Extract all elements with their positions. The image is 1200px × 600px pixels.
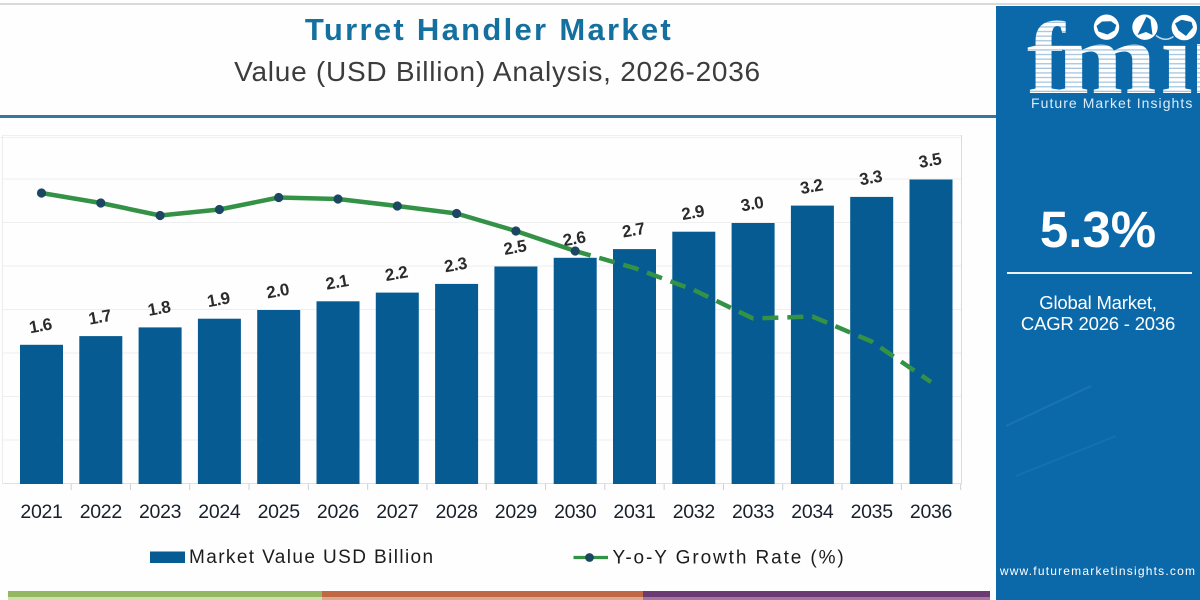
svg-text:2.1: 2.1 bbox=[324, 271, 350, 294]
svg-text:2027: 2027 bbox=[376, 501, 418, 523]
svg-text:2026: 2026 bbox=[317, 501, 359, 523]
svg-text:Market Value USD Billion: Market Value USD Billion bbox=[189, 547, 435, 568]
svg-text:2025: 2025 bbox=[258, 501, 301, 523]
svg-text:2033: 2033 bbox=[732, 501, 774, 523]
svg-text:1.8: 1.8 bbox=[146, 297, 172, 320]
svg-text:2.7: 2.7 bbox=[621, 219, 647, 242]
svg-text:2.9: 2.9 bbox=[680, 201, 706, 224]
svg-text:2021: 2021 bbox=[20, 501, 62, 523]
svg-text:3.0: 3.0 bbox=[739, 193, 765, 216]
svg-text:2.2: 2.2 bbox=[384, 262, 410, 285]
svg-text:3.3: 3.3 bbox=[858, 167, 884, 190]
svg-text:2024: 2024 bbox=[198, 501, 241, 523]
svg-text:2.6: 2.6 bbox=[561, 228, 587, 251]
svg-text:2036: 2036 bbox=[910, 501, 952, 523]
svg-text:2022: 2022 bbox=[80, 501, 122, 523]
svg-text:2034: 2034 bbox=[791, 501, 834, 523]
svg-text:2031: 2031 bbox=[613, 501, 655, 523]
svg-text:Future Market Insights: Future Market Insights bbox=[1031, 95, 1193, 111]
svg-text:1.6: 1.6 bbox=[28, 315, 54, 338]
svg-text:2.0: 2.0 bbox=[265, 280, 291, 303]
svg-text:2035: 2035 bbox=[851, 501, 894, 523]
svg-text:2030: 2030 bbox=[554, 501, 597, 523]
svg-text:3.5: 3.5 bbox=[917, 149, 943, 172]
svg-text:2023: 2023 bbox=[139, 501, 181, 523]
svg-text:2032: 2032 bbox=[673, 501, 715, 523]
svg-text:2.3: 2.3 bbox=[443, 254, 469, 277]
svg-text:1.7: 1.7 bbox=[87, 306, 113, 329]
svg-text:f: f bbox=[1027, 6, 1067, 116]
svg-text:Y-o-Y Growth Rate (%): Y-o-Y Growth Rate (%) bbox=[613, 548, 846, 569]
svg-text:1.9: 1.9 bbox=[206, 288, 232, 311]
svg-text:2029: 2029 bbox=[495, 501, 537, 523]
svg-text:2028: 2028 bbox=[436, 501, 478, 523]
svg-text:2.5: 2.5 bbox=[502, 236, 528, 259]
svg-text:3.2: 3.2 bbox=[799, 175, 825, 198]
